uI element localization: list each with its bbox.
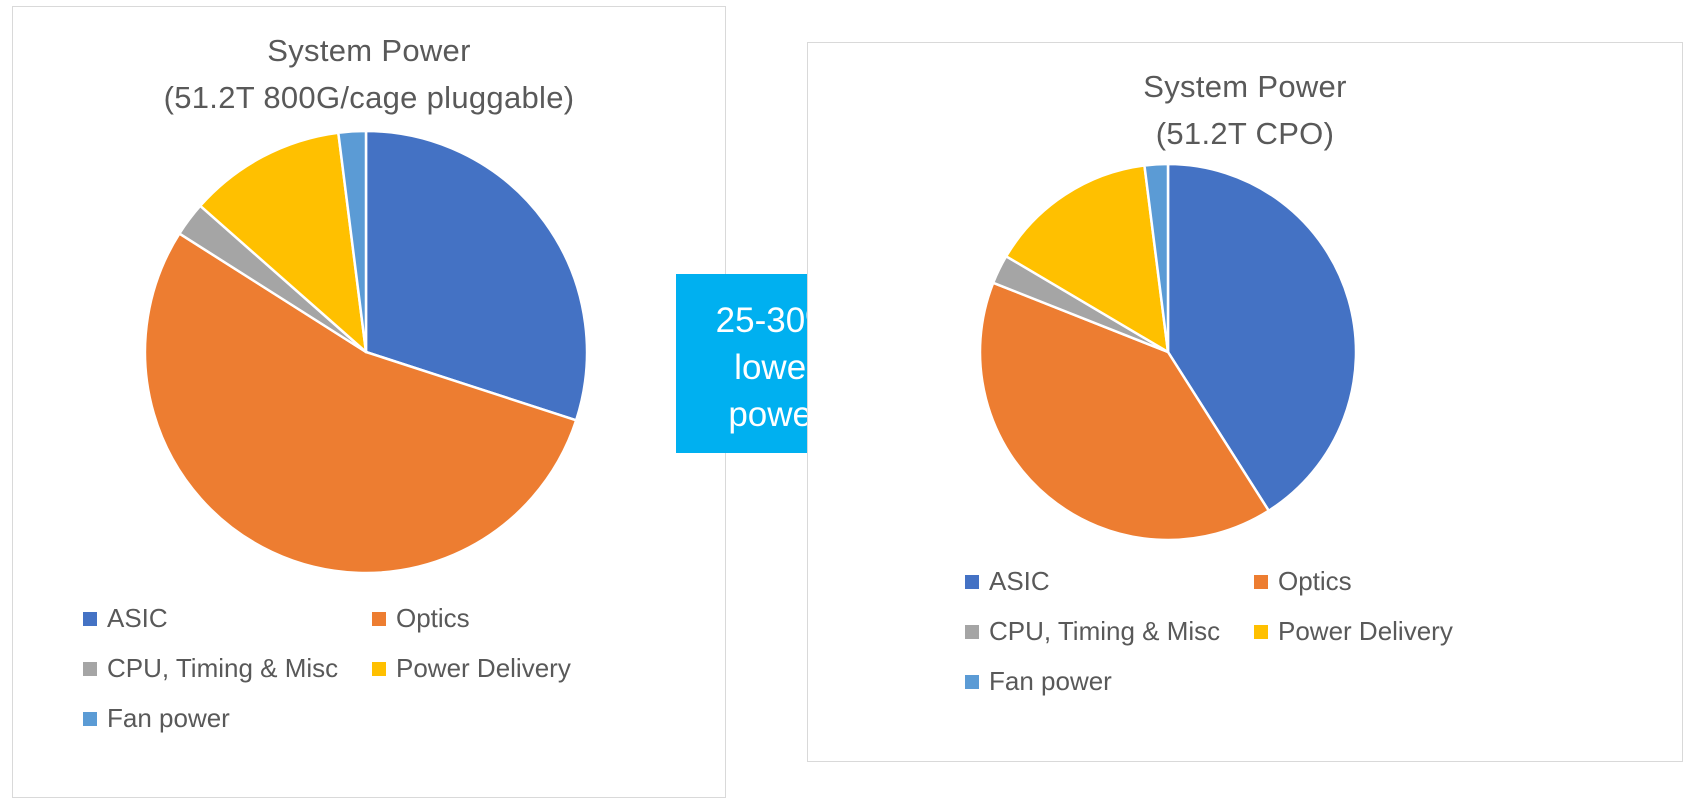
legend-swatch-asic <box>965 574 979 589</box>
legend-swatch-optics <box>1254 574 1268 589</box>
legend-item-fan[interactable]: Fan power <box>965 666 1112 697</box>
pie-slice-fan[interactable] <box>1143 162 1170 354</box>
legend-item-fan[interactable]: Fan power <box>83 703 230 734</box>
legend-label: Power Delivery <box>396 653 571 683</box>
legend-item-cpu[interactable]: CPU, Timing & Misc <box>83 653 338 684</box>
pie-slice-power-delivery[interactable] <box>198 131 368 354</box>
legend-swatch-fan <box>965 674 979 689</box>
pie-slice-optics[interactable] <box>143 232 578 575</box>
pie-chart-pluggable <box>143 129 589 575</box>
legend-label: Optics <box>1278 566 1352 596</box>
chart-title-line-2: (51.2T 800G/cage pluggable) <box>163 80 575 115</box>
legend-swatch-power-delivery <box>372 661 386 676</box>
legend-swatch-asic <box>83 611 97 626</box>
legend-label: ASIC <box>107 603 168 633</box>
legend-item-optics[interactable]: Optics <box>372 603 470 634</box>
legend-label: CPU, Timing & Misc <box>107 653 339 683</box>
chart-title-line-2: (51.2T CPO) <box>1155 116 1335 151</box>
pie-slice-power-delivery[interactable] <box>1004 164 1170 354</box>
legend-item-cpu[interactable]: CPU, Timing & Misc <box>965 616 1220 647</box>
chart-panel-pluggable: System Power (51.2T 800G/cage pluggable)… <box>12 6 726 798</box>
legend-label: ASIC <box>989 566 1050 596</box>
legend-label: CPU, Timing & Misc <box>989 616 1221 646</box>
chart-title: System Power (51.2T CPO) <box>808 63 1682 157</box>
legend-item-power-delivery[interactable]: Power Delivery <box>372 653 571 684</box>
chart-title: System Power (51.2T 800G/cage pluggable) <box>13 27 725 121</box>
legend-label: Fan power <box>989 666 1112 696</box>
legend-label: Power Delivery <box>1278 616 1453 646</box>
legend-label: Fan power <box>107 703 230 733</box>
legend-swatch-cpu <box>965 624 979 639</box>
legend-label: Optics <box>396 603 470 633</box>
chart-title-line-1: System Power <box>267 33 471 68</box>
legend-swatch-optics <box>372 611 386 626</box>
chart-panel-cpo: System Power (51.2T CPO) ASIC Optics CPU… <box>807 42 1683 762</box>
pie-chart-cpo <box>978 162 1358 542</box>
legend-item-asic[interactable]: ASIC <box>83 603 168 634</box>
legend-item-optics[interactable]: Optics <box>1254 566 1352 597</box>
chart-title-line-1: System Power <box>1143 69 1347 104</box>
arrow-label-line-2: lower <box>734 348 818 387</box>
legend-item-power-delivery[interactable]: Power Delivery <box>1254 616 1453 647</box>
pie-slice-optics[interactable] <box>978 281 1270 542</box>
pie-slice-asic[interactable] <box>364 129 589 422</box>
legend-item-asic[interactable]: ASIC <box>965 566 1050 597</box>
legend-swatch-fan <box>83 711 97 726</box>
pie-slice-fan[interactable] <box>337 129 368 354</box>
legend-swatch-cpu <box>83 661 97 676</box>
legend-swatch-power-delivery <box>1254 624 1268 639</box>
